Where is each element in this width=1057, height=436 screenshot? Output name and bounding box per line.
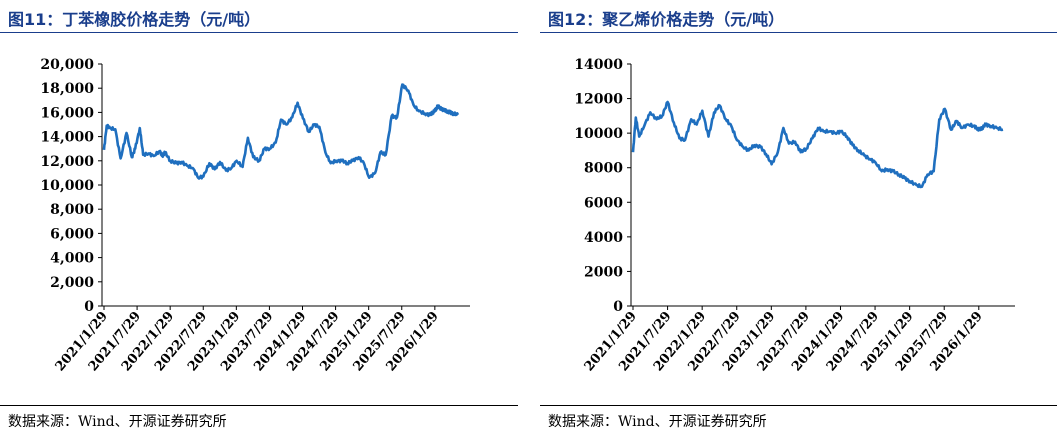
y-tick-label: 12,000	[40, 154, 94, 170]
pe-price-chart: 020004000600080001000012000140002021/1/2…	[574, 57, 1015, 374]
y-tick-label: 2,000	[50, 275, 94, 291]
y-tick-label: 14000	[574, 57, 623, 73]
title-rule	[540, 32, 1057, 33]
panel-sbr: 图11：丁苯橡胶价格走势（元/吨） 0 2,000 4,000 6,000 8,000 1…	[0, 0, 518, 436]
title-rule	[0, 32, 518, 33]
y-tick-label: 8,000	[50, 202, 94, 218]
y-tick-label: 14,000	[40, 130, 94, 146]
source-note: 数据来源：Wind、开源证券研究所	[548, 414, 767, 430]
panel-pe: 图12：聚乙烯价格走势（元/吨） 0 2000 4000 6000 8000 10000 1…	[540, 0, 1057, 436]
source-rule	[0, 405, 518, 406]
chart-title-pe: 图12：聚乙烯价格走势（元/吨）	[548, 10, 785, 29]
sbr-price-chart: 0 2,000 4,000 6,000 8,000 10,000 12,000 14,000 1…	[40, 57, 470, 374]
y-tick-label: 4,000	[50, 251, 94, 267]
price-series-line	[631, 100, 1004, 189]
y-tick-label: 12000	[574, 92, 623, 108]
chart-title-sbr: 图11：丁苯橡胶价格走势（元/吨）	[8, 10, 261, 29]
price-series-line	[102, 83, 460, 180]
y-tick-label: 16,000	[40, 105, 94, 121]
y-tick-label: 18,000	[40, 81, 94, 97]
source-rule	[540, 405, 1057, 406]
y-tick-label: 8000	[584, 161, 623, 177]
y-tick-label: 6,000	[50, 226, 94, 242]
y-tick-label: 10,000	[40, 178, 94, 194]
y-tick-label: 4000	[584, 230, 623, 246]
y-tick-label: 0	[84, 299, 94, 315]
source-note: 数据来源：Wind、开源证券研究所	[8, 414, 227, 430]
y-tick-label: 6000	[584, 195, 623, 211]
y-tick-label: 20,000	[40, 57, 94, 73]
y-tick-label: 2000	[584, 264, 623, 280]
y-tick-label: 10000	[574, 126, 623, 142]
y-tick-label: 0	[613, 299, 623, 315]
